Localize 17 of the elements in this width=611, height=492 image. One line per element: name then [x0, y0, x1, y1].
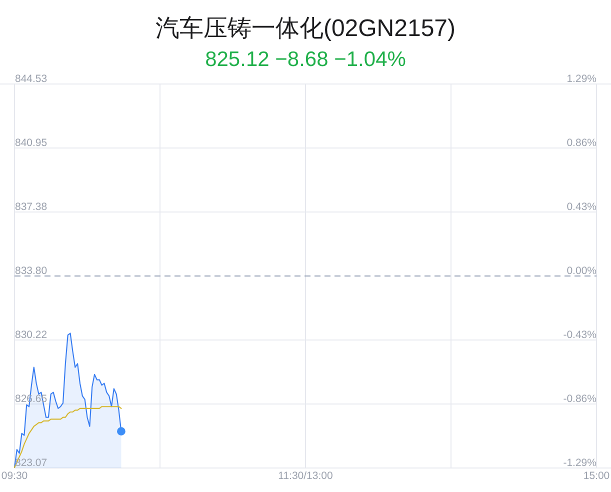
subtitle: 825.12 −8.68 −1.04%	[205, 48, 406, 71]
y2tick-label: 0.86%	[566, 137, 596, 149]
y2tick-label: -1.29%	[563, 457, 596, 469]
xtick-label: 15:00	[583, 470, 610, 482]
y2tick-label: -0.86%	[563, 393, 596, 405]
xtick-label: 09:30	[1, 470, 28, 482]
title: 汽车压铸一体化(02GN2157)	[155, 15, 456, 42]
y2tick-label: 0.43%	[566, 201, 596, 213]
ytick-label: 837.38	[15, 200, 48, 213]
ytick-label: 844.53	[15, 73, 48, 85]
y2tick-label: 0.00%	[566, 265, 596, 277]
y2tick-label: 1.29%	[566, 73, 596, 85]
ytick-label: 840.95	[15, 137, 48, 150]
y2tick-label: -0.43%	[563, 329, 596, 341]
ytick-label: 830.22	[15, 329, 48, 342]
xtick-label: 11:30/13:00	[278, 470, 333, 482]
ytick-label: 833.80	[15, 265, 48, 277]
